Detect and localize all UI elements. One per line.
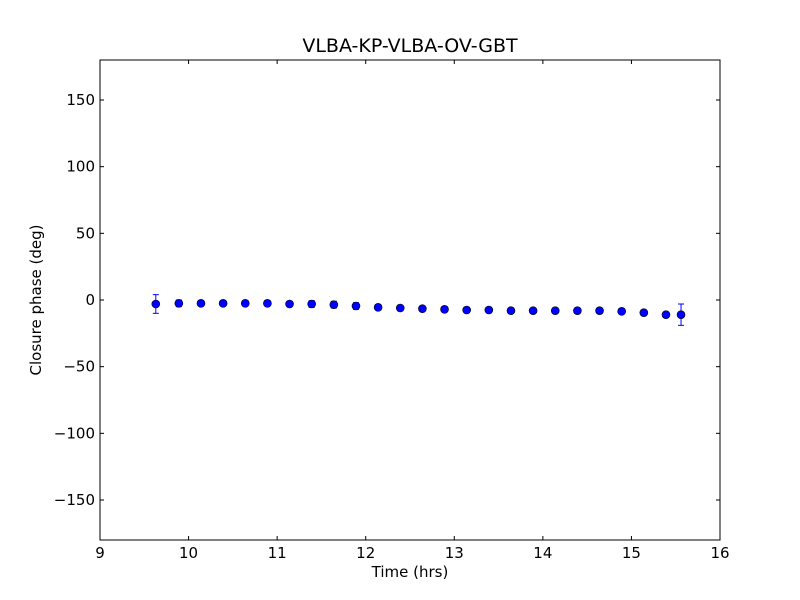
data-point xyxy=(617,307,626,316)
data-marker xyxy=(550,306,560,315)
data-marker xyxy=(395,303,405,313)
data-point xyxy=(440,305,449,314)
data-marker xyxy=(196,299,206,308)
data-point xyxy=(550,306,560,315)
data-marker xyxy=(174,299,184,308)
y-tick-label: 0 xyxy=(85,291,95,309)
data-marker xyxy=(506,306,516,315)
data-point xyxy=(462,305,471,315)
x-axis-label: Time (hrs) xyxy=(371,563,449,581)
data-marker xyxy=(418,304,427,313)
x-tick-label: 10 xyxy=(179,544,198,562)
data-point xyxy=(506,306,516,315)
x-tick-label: 9 xyxy=(95,544,105,562)
data-marker xyxy=(639,308,649,317)
data-point xyxy=(196,299,206,308)
data-marker xyxy=(462,305,471,315)
data-marker xyxy=(151,299,161,309)
data-point xyxy=(240,299,250,308)
plot-frame xyxy=(99,59,721,541)
y-tick-label: −100 xyxy=(54,424,95,442)
data-marker xyxy=(661,310,671,319)
data-point xyxy=(595,306,604,315)
data-marker xyxy=(440,305,449,314)
data-point xyxy=(484,305,494,315)
data-marker xyxy=(573,306,582,315)
data-point xyxy=(263,299,272,308)
y-tick-label: −50 xyxy=(63,358,95,376)
x-tick-label: 16 xyxy=(710,544,729,562)
data-marker xyxy=(263,299,272,308)
data-point xyxy=(174,299,184,308)
data-point xyxy=(329,300,339,309)
data-marker xyxy=(528,306,538,315)
data-point xyxy=(151,294,161,314)
data-point xyxy=(218,299,228,308)
x-tick-label: 12 xyxy=(356,544,375,562)
data-layer xyxy=(151,294,686,326)
data-marker xyxy=(617,307,626,316)
data-point xyxy=(395,303,405,313)
data-point xyxy=(285,299,294,309)
data-point xyxy=(528,306,538,315)
x-tick-label: 13 xyxy=(445,544,464,562)
data-marker xyxy=(595,306,604,315)
x-tick-label: 14 xyxy=(533,544,552,562)
data-point xyxy=(573,306,582,315)
y-tick-label: 150 xyxy=(66,91,95,109)
data-marker xyxy=(484,305,494,315)
data-point xyxy=(661,310,671,319)
data-marker xyxy=(373,303,383,312)
data-marker xyxy=(351,301,361,311)
y-tick-label: −150 xyxy=(54,491,95,509)
data-marker xyxy=(307,299,316,309)
x-tick-label: 15 xyxy=(622,544,641,562)
data-point xyxy=(676,303,686,326)
data-point xyxy=(639,308,649,317)
x-tick-label: 11 xyxy=(268,544,287,562)
y-tick-label: 100 xyxy=(66,158,95,176)
data-marker xyxy=(329,300,339,309)
data-marker xyxy=(218,299,228,308)
data-point xyxy=(351,301,361,311)
axis-layer: 9 10 11 12 13 14 15 16 150 100 50 0 −50 −100 −150 xyxy=(54,60,730,562)
data-marker xyxy=(285,299,294,309)
data-point xyxy=(373,303,383,312)
data-marker xyxy=(240,299,250,308)
data-marker xyxy=(676,310,686,319)
y-axis-label: Closure phase (deg) xyxy=(27,225,45,376)
data-point xyxy=(418,304,427,313)
data-point xyxy=(307,299,316,309)
chart-title: VLBA-KP-VLBA-OV-GBT xyxy=(302,35,518,57)
y-tick-label: 50 xyxy=(76,224,95,242)
